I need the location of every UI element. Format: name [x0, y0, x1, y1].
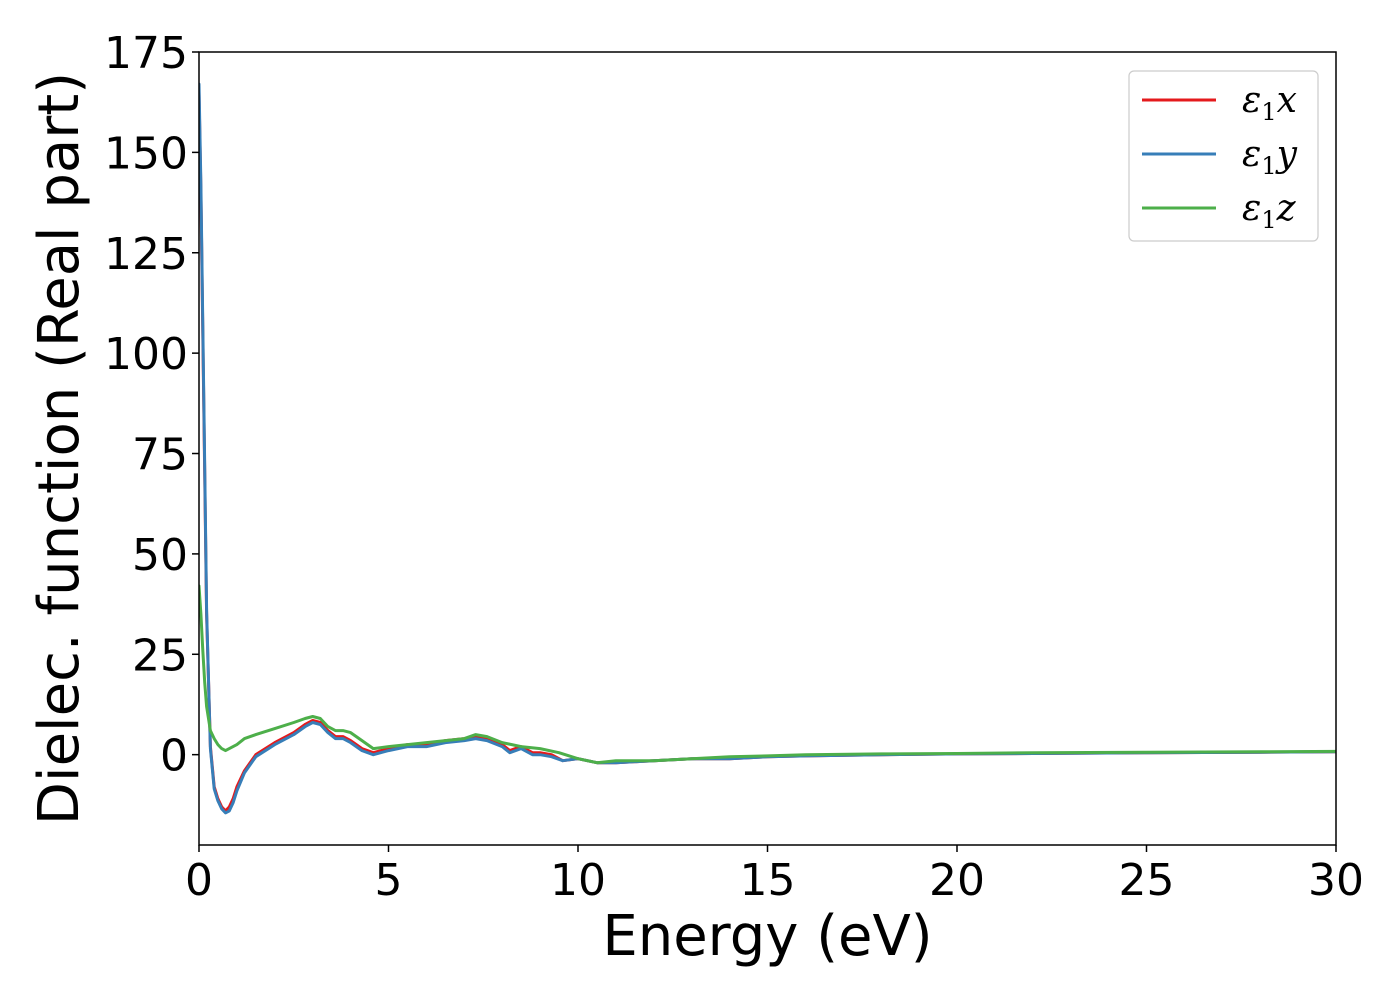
y-axis-title: Dielec. function (Real part) [27, 72, 92, 825]
x-tick-label: 15 [740, 855, 796, 906]
y-axis: 0 25 50 75 100 125 150 175 [104, 28, 199, 782]
legend-label-y: ε1y [1242, 134, 1298, 180]
x-axis: 0 5 10 15 20 25 30 [185, 845, 1364, 906]
legend: ε1x ε1y ε1z [1128, 70, 1319, 242]
series-layer [199, 82, 1336, 815]
legend-label-z: ε1z [1242, 188, 1297, 234]
legend-box [1128, 70, 1319, 242]
x-tick-label: 5 [375, 855, 403, 906]
x-tick-label: 10 [550, 855, 606, 906]
x-tick-label: 30 [1308, 855, 1364, 906]
y-tick-label: 175 [104, 28, 188, 79]
x-tick-label: 0 [185, 855, 213, 906]
y-tick-label: 100 [104, 329, 188, 380]
y-tick-label: 150 [104, 128, 188, 179]
y-tick-label: 0 [160, 731, 188, 782]
series-line-z [199, 584, 1336, 765]
y-tick-label: 50 [132, 530, 188, 581]
legend-label-x: ε1x [1242, 80, 1297, 126]
x-tick-label: 25 [1119, 855, 1175, 906]
y-tick-label: 125 [104, 229, 188, 280]
x-axis-title: Energy (eV) [602, 904, 932, 969]
y-tick-label: 75 [132, 430, 188, 481]
y-tick-label: 25 [132, 630, 188, 681]
x-tick-label: 20 [929, 855, 985, 906]
